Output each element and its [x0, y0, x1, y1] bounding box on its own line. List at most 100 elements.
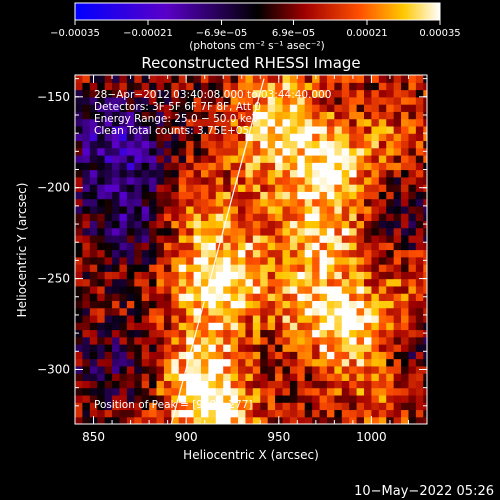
heatmap-cell	[89, 264, 98, 272]
heatmap-cell	[82, 249, 91, 258]
heatmap-cell	[282, 75, 291, 83]
heatmap-cell	[267, 169, 276, 178]
heatmap-cell	[119, 293, 128, 301]
heatmap-cell	[386, 220, 395, 229]
heatmap-cell	[149, 329, 158, 338]
heatmap-cell	[371, 213, 380, 222]
heatmap-cell	[312, 227, 321, 236]
heatmap-cell	[112, 358, 121, 367]
heatmap-cell	[334, 329, 343, 338]
heatmap-cell	[245, 256, 254, 265]
heatmap-cell	[312, 184, 321, 192]
heatmap-cell	[297, 409, 306, 418]
heatmap-cell	[393, 118, 402, 127]
heatmap-cell	[89, 198, 98, 207]
heatmap-cell	[415, 220, 424, 229]
heatmap-cell	[252, 147, 261, 156]
heatmap-cell	[208, 162, 217, 171]
heatmap-cell	[423, 154, 427, 163]
colorbar	[74, 2, 441, 21]
heatmap-cell	[215, 351, 224, 360]
heatmap-cell	[208, 176, 217, 185]
info-annotations: 28−Apr−2012 03:40:08.000 to 03:44:40.000…	[94, 89, 331, 411]
heatmap-cell	[208, 358, 217, 367]
heatmap-cell	[393, 394, 402, 403]
heatmap-cell	[378, 198, 387, 207]
heatmap-cell	[378, 82, 387, 91]
heatmap-cell	[260, 96, 269, 105]
heatmap-cell	[356, 154, 365, 163]
heatmap-cell	[378, 249, 387, 258]
heatmap-cell	[230, 154, 239, 163]
heatmap-cell	[193, 285, 202, 294]
heatmap-cell	[245, 75, 254, 83]
heatmap-cell	[193, 409, 202, 418]
heatmap-cell	[252, 125, 261, 134]
heatmap-cell	[104, 394, 113, 403]
heatmap-cell	[334, 351, 343, 360]
heatmap-cell	[104, 118, 113, 127]
heatmap-cell	[275, 140, 284, 149]
heatmap-cell	[215, 205, 224, 214]
heatmap-cell	[230, 125, 239, 134]
colorbar-tick-label: 0.00021	[346, 28, 387, 39]
heatmap-cell	[282, 154, 291, 163]
heatmap-cell	[386, 293, 395, 301]
heatmap-cell	[304, 75, 313, 83]
heatmap-cell	[230, 409, 239, 418]
heatmap-cell	[401, 278, 410, 287]
heatmap-cell	[312, 394, 321, 403]
heatmap-cell	[134, 147, 143, 156]
heatmap-cell	[356, 314, 365, 323]
heatmap-cell	[260, 154, 269, 163]
x-tick-label: 900	[175, 430, 198, 444]
heatmap-cell	[141, 140, 150, 149]
heatmap-cell	[364, 104, 373, 112]
heatmap-cell	[149, 307, 158, 316]
heatmap-cell	[364, 140, 373, 149]
heatmap-cell	[208, 169, 217, 178]
heatmap-cell	[304, 387, 313, 396]
heatmap-cell	[215, 365, 224, 374]
heatmap-cell	[326, 322, 335, 331]
heatmap-cell	[126, 220, 135, 229]
heatmap-cell	[415, 300, 424, 309]
heatmap-cell	[267, 140, 276, 149]
heatmap-cell	[356, 307, 365, 316]
heatmap-cell	[267, 358, 276, 367]
heatmap-cell	[200, 344, 209, 352]
heatmap-cell	[341, 169, 350, 178]
heatmap-cell	[282, 271, 291, 280]
heatmap-cell	[282, 249, 291, 258]
heatmap-cell	[238, 278, 247, 287]
heatmap-cell	[193, 351, 202, 360]
heatmap-cell	[260, 184, 269, 192]
heatmap-cell	[163, 96, 172, 105]
heatmap-cell	[97, 104, 106, 112]
heatmap-cell	[89, 293, 98, 301]
heatmap-cell	[89, 213, 98, 222]
heatmap-cell	[141, 278, 150, 287]
heatmap-cells	[75, 75, 427, 424]
heatmap-cell	[200, 278, 209, 287]
heatmap-cell	[364, 409, 373, 418]
heatmap-cell	[230, 416, 239, 424]
heatmap-cell	[252, 82, 261, 91]
heatmap-cell	[163, 344, 172, 352]
heatmap-cell	[267, 191, 276, 200]
heatmap-cell	[304, 213, 313, 222]
heatmap-cell	[356, 184, 365, 192]
heatmap-cell	[238, 285, 247, 294]
heatmap-cell	[223, 285, 232, 294]
heatmap-cell	[304, 358, 313, 367]
heatmap-cell	[208, 293, 217, 301]
heatmap-cell	[334, 256, 343, 265]
heatmap-cell	[134, 249, 143, 258]
heatmap-cell	[312, 329, 321, 338]
heatmap-cell	[334, 402, 343, 411]
heatmap-cell	[215, 111, 224, 120]
heatmap-cell	[126, 256, 135, 265]
heatmap-cell	[215, 394, 224, 403]
heatmap-cell	[371, 336, 380, 345]
heatmap-cell	[267, 82, 276, 91]
